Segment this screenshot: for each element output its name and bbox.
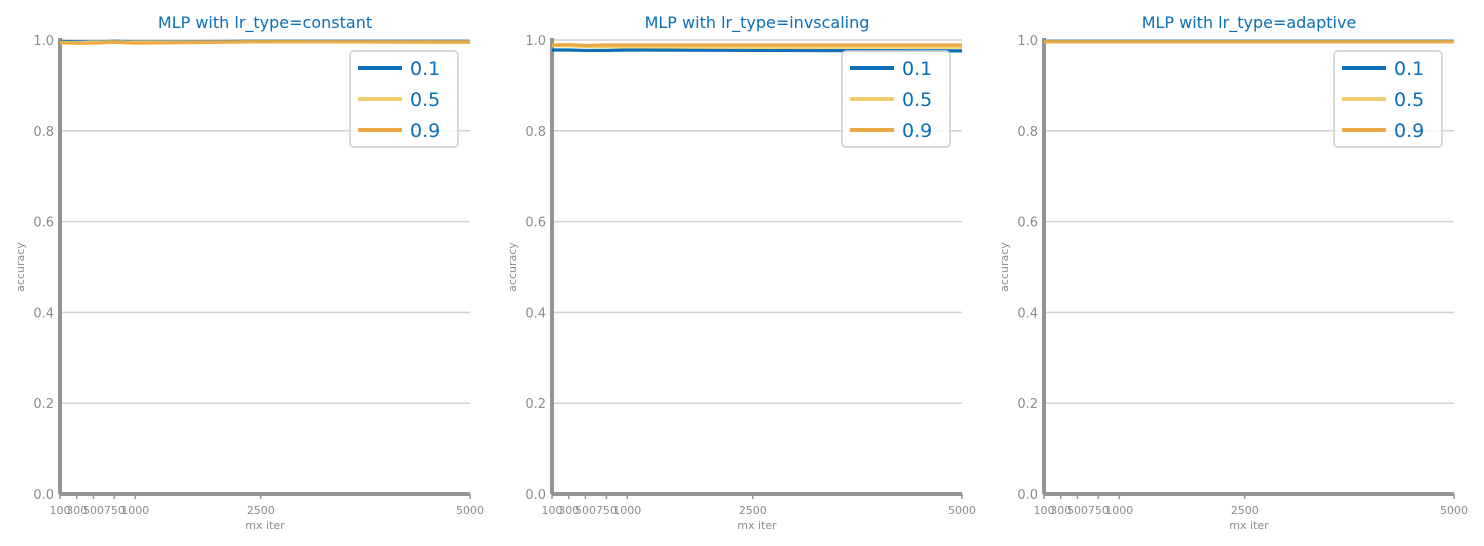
x-tick-label: 300 (66, 504, 87, 517)
x-tick-label: 300 (558, 504, 579, 517)
x-tick-label: 2500 (1231, 504, 1259, 517)
legend-entry: 0.5 (1394, 89, 1424, 111)
subplot-2: MLP with lr_type=invscaling 0.0 0.2 0.4 0.6 0… (506, 13, 976, 532)
chart-title: MLP with lr_type=adaptive (1142, 13, 1357, 33)
series-line-0-9 (59, 40, 471, 45)
y-tick-label: 0.0 (33, 488, 54, 503)
legend-entry: 0.1 (902, 58, 932, 80)
subplot-1: MLP with lr_type=constant 0.0 0.2 0.4 0.6 0.8… (14, 13, 484, 532)
x-tick-label: 100 (1034, 504, 1055, 517)
x-tick-label: 2500 (247, 504, 275, 517)
x-tick-label: 500 (83, 504, 104, 517)
legend-entry: 0.1 (410, 58, 440, 80)
y-tick-label: 0.0 (525, 488, 546, 503)
x-axis-label: mx iter (1229, 519, 1269, 532)
y-tick-label: 0.2 (525, 397, 546, 412)
y-axis-label: accuracy (506, 242, 519, 292)
legend-box (841, 50, 951, 148)
legend-entry: 0.9 (1394, 120, 1424, 142)
legend-entry: 0.5 (410, 89, 440, 111)
y-tick-label: 1.0 (1017, 34, 1038, 49)
x-tick-label: 100 (50, 504, 71, 517)
subplot-3: MLP with lr_type=adaptive 0.0 0.2 0.4 0.6 0.8… (998, 13, 1468, 532)
y-tick-label: 0.8 (525, 125, 546, 140)
legend-box (349, 50, 459, 148)
y-tick-label: 1.0 (525, 34, 546, 49)
legend: 0.1 0.5 0.9 (841, 50, 951, 148)
legend: 0.1 0.5 0.9 (1333, 50, 1443, 148)
y-tick-label: 0.2 (1017, 397, 1038, 412)
y-tick-label: 0.4 (525, 306, 546, 321)
y-tick-label: 1.0 (33, 34, 54, 49)
chart-title: MLP with lr_type=invscaling (645, 13, 870, 33)
y-tick-label: 0.4 (33, 306, 54, 321)
x-tick-label: 5000 (1440, 504, 1468, 517)
legend-entry: 0.5 (902, 89, 932, 111)
chart-title: MLP with lr_type=constant (158, 13, 372, 33)
legend-entry: 0.1 (1394, 58, 1424, 80)
series-line-0-9 (551, 42, 962, 48)
x-tick-label: 500 (1067, 504, 1088, 517)
y-tick-label: 0.6 (525, 216, 546, 231)
x-axis-label: mx iter (245, 519, 285, 532)
y-tick-label: 0.6 (1017, 216, 1038, 231)
legend-entry: 0.9 (902, 120, 932, 142)
x-tick-label: 500 (575, 504, 596, 517)
y-tick-label: 0.0 (1017, 488, 1038, 503)
x-tick-label: 750 (596, 504, 617, 517)
x-tick-label: 300 (1050, 504, 1071, 517)
series-line-0-1 (552, 48, 963, 53)
x-axis-label: mx iter (737, 519, 777, 532)
y-axis-label: accuracy (998, 242, 1011, 292)
y-tick-label: 0.2 (33, 397, 54, 412)
x-tick-label: 5000 (948, 504, 976, 517)
x-tick-label: 5000 (456, 504, 484, 517)
y-tick-label: 0.8 (1017, 125, 1038, 140)
x-tick-label: 2500 (739, 504, 767, 517)
x-tick-label: 1000 (613, 504, 641, 517)
x-tick-label: 750 (1088, 504, 1109, 517)
y-tick-label: 0.6 (33, 216, 54, 231)
x-tick-label: 1000 (121, 504, 149, 517)
y-axis-label: accuracy (14, 242, 27, 292)
legend-entry: 0.9 (410, 120, 440, 142)
x-tick-label: 100 (542, 504, 563, 517)
legend: 0.1 0.5 0.9 (349, 50, 459, 148)
x-tick-label: 1000 (1105, 504, 1133, 517)
y-tick-label: 0.8 (33, 125, 54, 140)
x-tick-label: 750 (104, 504, 125, 517)
legend-box (1333, 50, 1443, 148)
y-tick-label: 0.4 (1017, 306, 1038, 321)
